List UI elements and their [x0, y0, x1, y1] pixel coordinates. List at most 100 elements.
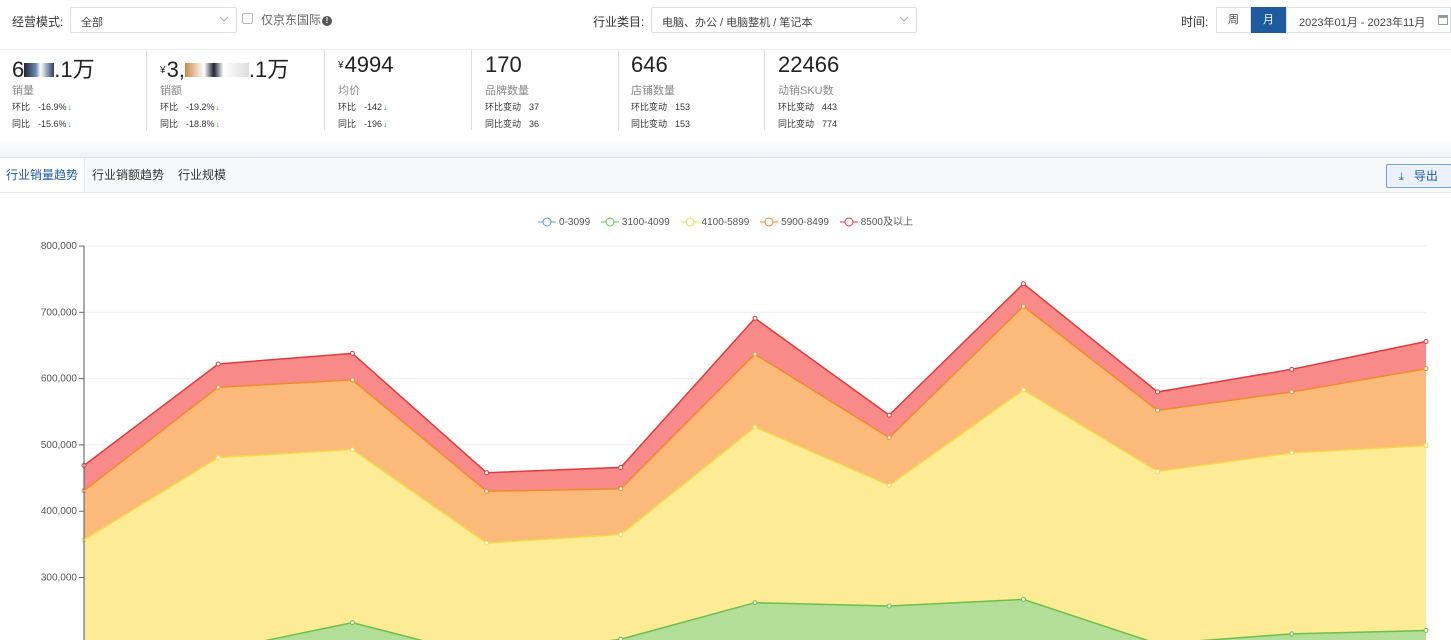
data-point[interactable] [1289, 366, 1295, 372]
data-point[interactable] [215, 454, 221, 460]
info-icon: ! [322, 16, 333, 26]
data-point[interactable] [752, 600, 758, 606]
filter-bar: 经营模式: 全部 仅京东国际! 行业类目: 电脑、办公 / 电脑整机 / 笔记本… [0, 0, 1451, 50]
stat-yoy: 同比 -196↓ [338, 119, 388, 129]
stat-value: 6.1万 [12, 57, 95, 82]
mode-select[interactable]: 全部 [70, 7, 237, 33]
data-point[interactable] [215, 361, 221, 367]
data-point[interactable] [1289, 389, 1295, 395]
data-point[interactable] [1423, 366, 1429, 372]
calendar-icon [1438, 15, 1448, 25]
data-point[interactable] [349, 620, 355, 626]
data-point[interactable] [349, 447, 355, 453]
data-point[interactable] [349, 377, 355, 383]
stat-yoy: 同比变动 153 [631, 119, 691, 129]
down-arrow-icon: ↓ [215, 102, 221, 112]
data-point[interactable] [215, 384, 221, 390]
data-point[interactable] [1155, 389, 1161, 395]
jd-intl-checkbox[interactable] [242, 13, 253, 24]
data-point[interactable] [1423, 338, 1429, 344]
data-point[interactable] [484, 470, 490, 476]
down-arrow-icon: ↓ [215, 119, 221, 129]
down-arrow-icon: ↓ [383, 102, 388, 112]
data-point[interactable] [1155, 468, 1161, 474]
data-point[interactable] [1289, 450, 1295, 456]
data-point[interactable] [752, 424, 758, 430]
jd-intl-label: 仅京东国际! [261, 11, 333, 28]
stat-mom: 环比变动 37 [485, 102, 540, 112]
stat-value: 646 [631, 52, 668, 77]
stat-value: 170 [485, 52, 522, 77]
stat-value: ¥4994 [338, 52, 394, 77]
legend-item[interactable]: 3100-4099 [600, 217, 670, 228]
tab-industry-scale[interactable]: 行业规模 [178, 168, 227, 182]
data-point[interactable] [1020, 596, 1026, 602]
y-tick-label: 600,000 [41, 374, 78, 385]
week-toggle[interactable]: 周 [1216, 7, 1251, 33]
legend-item[interactable]: 0-3099 [538, 217, 590, 228]
stat-name: 销量 [12, 85, 34, 97]
data-point[interactable] [484, 540, 490, 546]
data-point[interactable] [618, 486, 624, 492]
legend-marker-icon [538, 217, 556, 227]
stat-mom: 环比 -16.9%↓ [12, 102, 73, 112]
stat-yoy: 同比 -15.6%↓ [12, 119, 73, 129]
stat-name: 销额 [160, 85, 182, 97]
legend-marker-icon [760, 217, 779, 227]
data-point[interactable] [1020, 303, 1026, 309]
month-toggle[interactable]: 月 [1251, 7, 1286, 33]
category-select-value: 电脑、办公 / 电脑整机 / 笔记本 [662, 17, 813, 29]
down-arrow-icon: ↓ [67, 102, 73, 112]
legend-item[interactable]: 4100-5899 [680, 217, 749, 228]
y-tick-label: 800,000 [41, 241, 78, 252]
data-point[interactable] [618, 464, 624, 470]
chevron-down-icon [220, 16, 228, 22]
data-point[interactable] [618, 531, 624, 537]
legend-item[interactable]: 5900-8499 [760, 217, 829, 228]
data-point[interactable] [752, 315, 758, 321]
data-point[interactable] [886, 482, 892, 488]
area-3100-4099 [84, 599, 1426, 640]
legend-marker-icon [839, 217, 858, 227]
data-point[interactable] [1289, 631, 1295, 637]
tab-sales-volume-trend[interactable]: 行业销量趋势 [0, 158, 86, 192]
tab-sales-amount-trend[interactable]: 行业销额趋势 [92, 168, 165, 182]
mode-label: 经营模式: [12, 15, 64, 29]
divider [0, 140, 1451, 158]
chart-legend: 0-3099 3100-4099 4100-5899 5900-8499 850… [0, 213, 1451, 231]
legend-item[interactable]: 8500及以上 [839, 213, 913, 228]
data-point[interactable] [886, 603, 892, 609]
data-point[interactable] [618, 636, 624, 640]
stat-value: 22466 [778, 52, 840, 77]
stat-mom: 环比变动 443 [778, 102, 838, 112]
mode-select-value: 全部 [81, 17, 103, 29]
date-range-picker[interactable]: 2023年01月 - 2023年11月 [1286, 7, 1451, 33]
data-point[interactable] [484, 488, 490, 494]
stat-name: 均价 [338, 85, 360, 97]
data-point[interactable] [1423, 443, 1429, 449]
stat-yoy: 同比变动 36 [485, 119, 540, 129]
area-4100-5899 [84, 389, 1426, 640]
data-point[interactable] [349, 350, 355, 356]
export-button[interactable]: ⤓ 导出 [1386, 164, 1451, 188]
data-point[interactable] [1020, 387, 1026, 393]
category-select[interactable]: 电脑、办公 / 电脑整机 / 笔记本 [651, 7, 917, 33]
chart-tabs: 行业销量趋势 行业销额趋势 行业规模 ⤓ 导出 [0, 157, 1451, 193]
data-point[interactable] [886, 435, 892, 441]
stat-mom: 环比 -142↓ [338, 102, 388, 112]
stat-yoy: 同比变动 774 [778, 119, 838, 129]
stat-sku-count: 22466 动销SKU数 环比变动 443 同比变动 774 [764, 50, 914, 130]
stat-avg-price: ¥4994 均价 环比 -142↓ 同比 -196↓ [324, 50, 471, 130]
stat-mom: 环比变动 153 [631, 102, 691, 112]
stat-store-count: 646 店铺数量 环比变动 153 同比变动 153 [618, 50, 764, 130]
data-point[interactable] [1155, 407, 1161, 413]
y-tick-label: 300,000 [41, 573, 78, 584]
stat-name: 动销SKU数 [778, 85, 834, 97]
data-point[interactable] [1423, 628, 1429, 634]
data-point[interactable] [886, 412, 892, 418]
y-tick-label: 500,000 [41, 440, 78, 451]
data-point[interactable] [1020, 281, 1026, 287]
download-icon: ⤓ [1399, 171, 1404, 183]
data-point[interactable] [752, 351, 758, 357]
legend-marker-icon [680, 217, 699, 227]
